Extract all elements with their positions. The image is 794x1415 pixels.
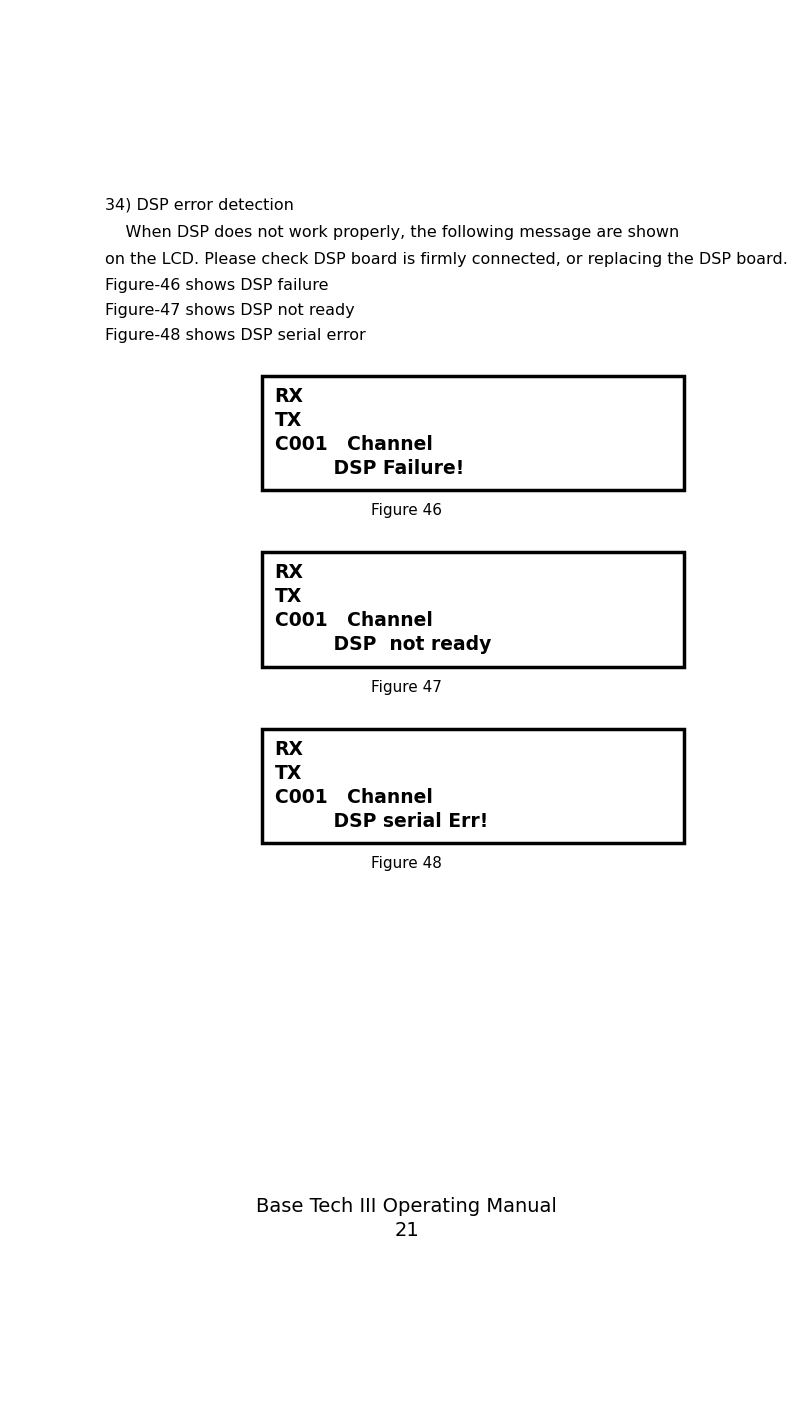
Text: 21: 21	[395, 1221, 419, 1240]
Text: 34) DSP error detection: 34) DSP error detection	[106, 197, 295, 212]
Text: DSP  not ready: DSP not ready	[275, 635, 491, 654]
FancyBboxPatch shape	[262, 376, 684, 490]
Text: TX: TX	[275, 764, 302, 782]
Text: Figure-47 shows DSP not ready: Figure-47 shows DSP not ready	[106, 303, 355, 318]
Text: C001   Channel: C001 Channel	[275, 611, 433, 630]
Text: RX: RX	[275, 386, 303, 406]
Text: Figure 48: Figure 48	[372, 856, 442, 872]
Text: DSP Failure!: DSP Failure!	[275, 458, 464, 477]
Text: TX: TX	[275, 410, 302, 430]
Text: TX: TX	[275, 587, 302, 606]
Text: DSP serial Err!: DSP serial Err!	[275, 812, 488, 831]
Text: C001   Channel: C001 Channel	[275, 434, 433, 454]
Text: RX: RX	[275, 740, 303, 758]
Text: Figure-48 shows DSP serial error: Figure-48 shows DSP serial error	[106, 328, 366, 342]
Text: RX: RX	[275, 563, 303, 582]
Text: Figure-46 shows DSP failure: Figure-46 shows DSP failure	[106, 277, 329, 293]
FancyBboxPatch shape	[262, 729, 684, 843]
Text: Figure 47: Figure 47	[372, 679, 442, 695]
Text: When DSP does not work properly, the following message are shown: When DSP does not work properly, the fol…	[106, 225, 680, 241]
Text: Base Tech III Operating Manual: Base Tech III Operating Manual	[256, 1197, 557, 1215]
FancyBboxPatch shape	[262, 552, 684, 666]
Text: C001   Channel: C001 Channel	[275, 788, 433, 807]
Text: Figure 46: Figure 46	[372, 504, 442, 518]
Text: on the LCD. Please check DSP board is firmly connected, or replacing the DSP boa: on the LCD. Please check DSP board is fi…	[106, 252, 788, 266]
